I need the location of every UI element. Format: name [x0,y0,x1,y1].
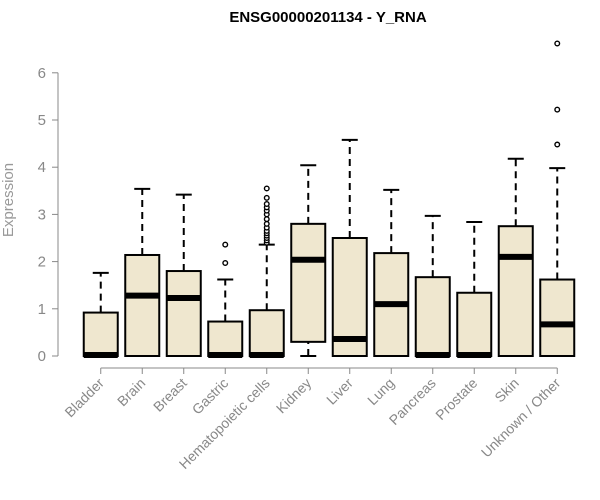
x-tick-label: Breast [150,375,190,415]
box-0 [82,271,119,359]
y-axis-label: Expression [0,163,17,237]
box-body [248,309,285,358]
y-tick-label: 4 [38,159,46,176]
box-3 [207,241,244,359]
box-body [456,291,493,358]
plot-area [82,40,576,359]
y-tick-label: 3 [38,206,46,223]
box-1 [124,187,161,358]
y-tick-label: 2 [38,254,46,271]
x-tick-label: Brain [114,375,148,409]
box-9 [456,220,493,359]
box-10 [497,157,534,357]
x-tick-label: Liver [323,375,356,408]
box-body [497,225,534,357]
x-tick-label: Prostate [432,375,480,423]
outlier-point [222,241,229,248]
box-2 [165,193,202,358]
outlier-point [263,194,270,201]
outlier-point [222,260,229,267]
outlier-point [263,201,270,208]
outlier-point [263,216,270,223]
box-body [82,311,119,357]
x-tick-label: Unknown / Other [478,375,564,461]
x-tick-label: Lung [364,375,397,408]
box-6 [331,138,368,357]
box-body [290,222,327,343]
box-body [207,320,244,358]
outlier-point [554,40,561,47]
chart-title: ENSG00000201134 - Y_RNA [229,9,427,26]
box-11 [539,40,576,358]
x-tick-label: Skin [491,375,522,406]
y-axis: 0 1 2 3 4 5 6 [38,65,59,365]
box-5 [290,164,327,357]
x-tick-label: Bladder [61,375,107,421]
box-body [414,276,451,357]
outlier-point [263,185,270,192]
outlier-point [554,106,561,113]
y-tick-label: 5 [38,112,46,129]
y-tick-label: 6 [38,65,46,82]
y-tick-label: 1 [38,301,46,318]
y-tick-label: 0 [38,348,46,365]
box-8 [414,214,451,359]
x-tick-label: Kidney [273,375,315,417]
box-body [124,253,161,358]
outlier-point [554,141,561,148]
box-body [539,278,576,358]
outlier-point [263,220,270,227]
box-7 [373,188,410,358]
box-body [165,270,202,358]
box-4 [248,185,285,359]
